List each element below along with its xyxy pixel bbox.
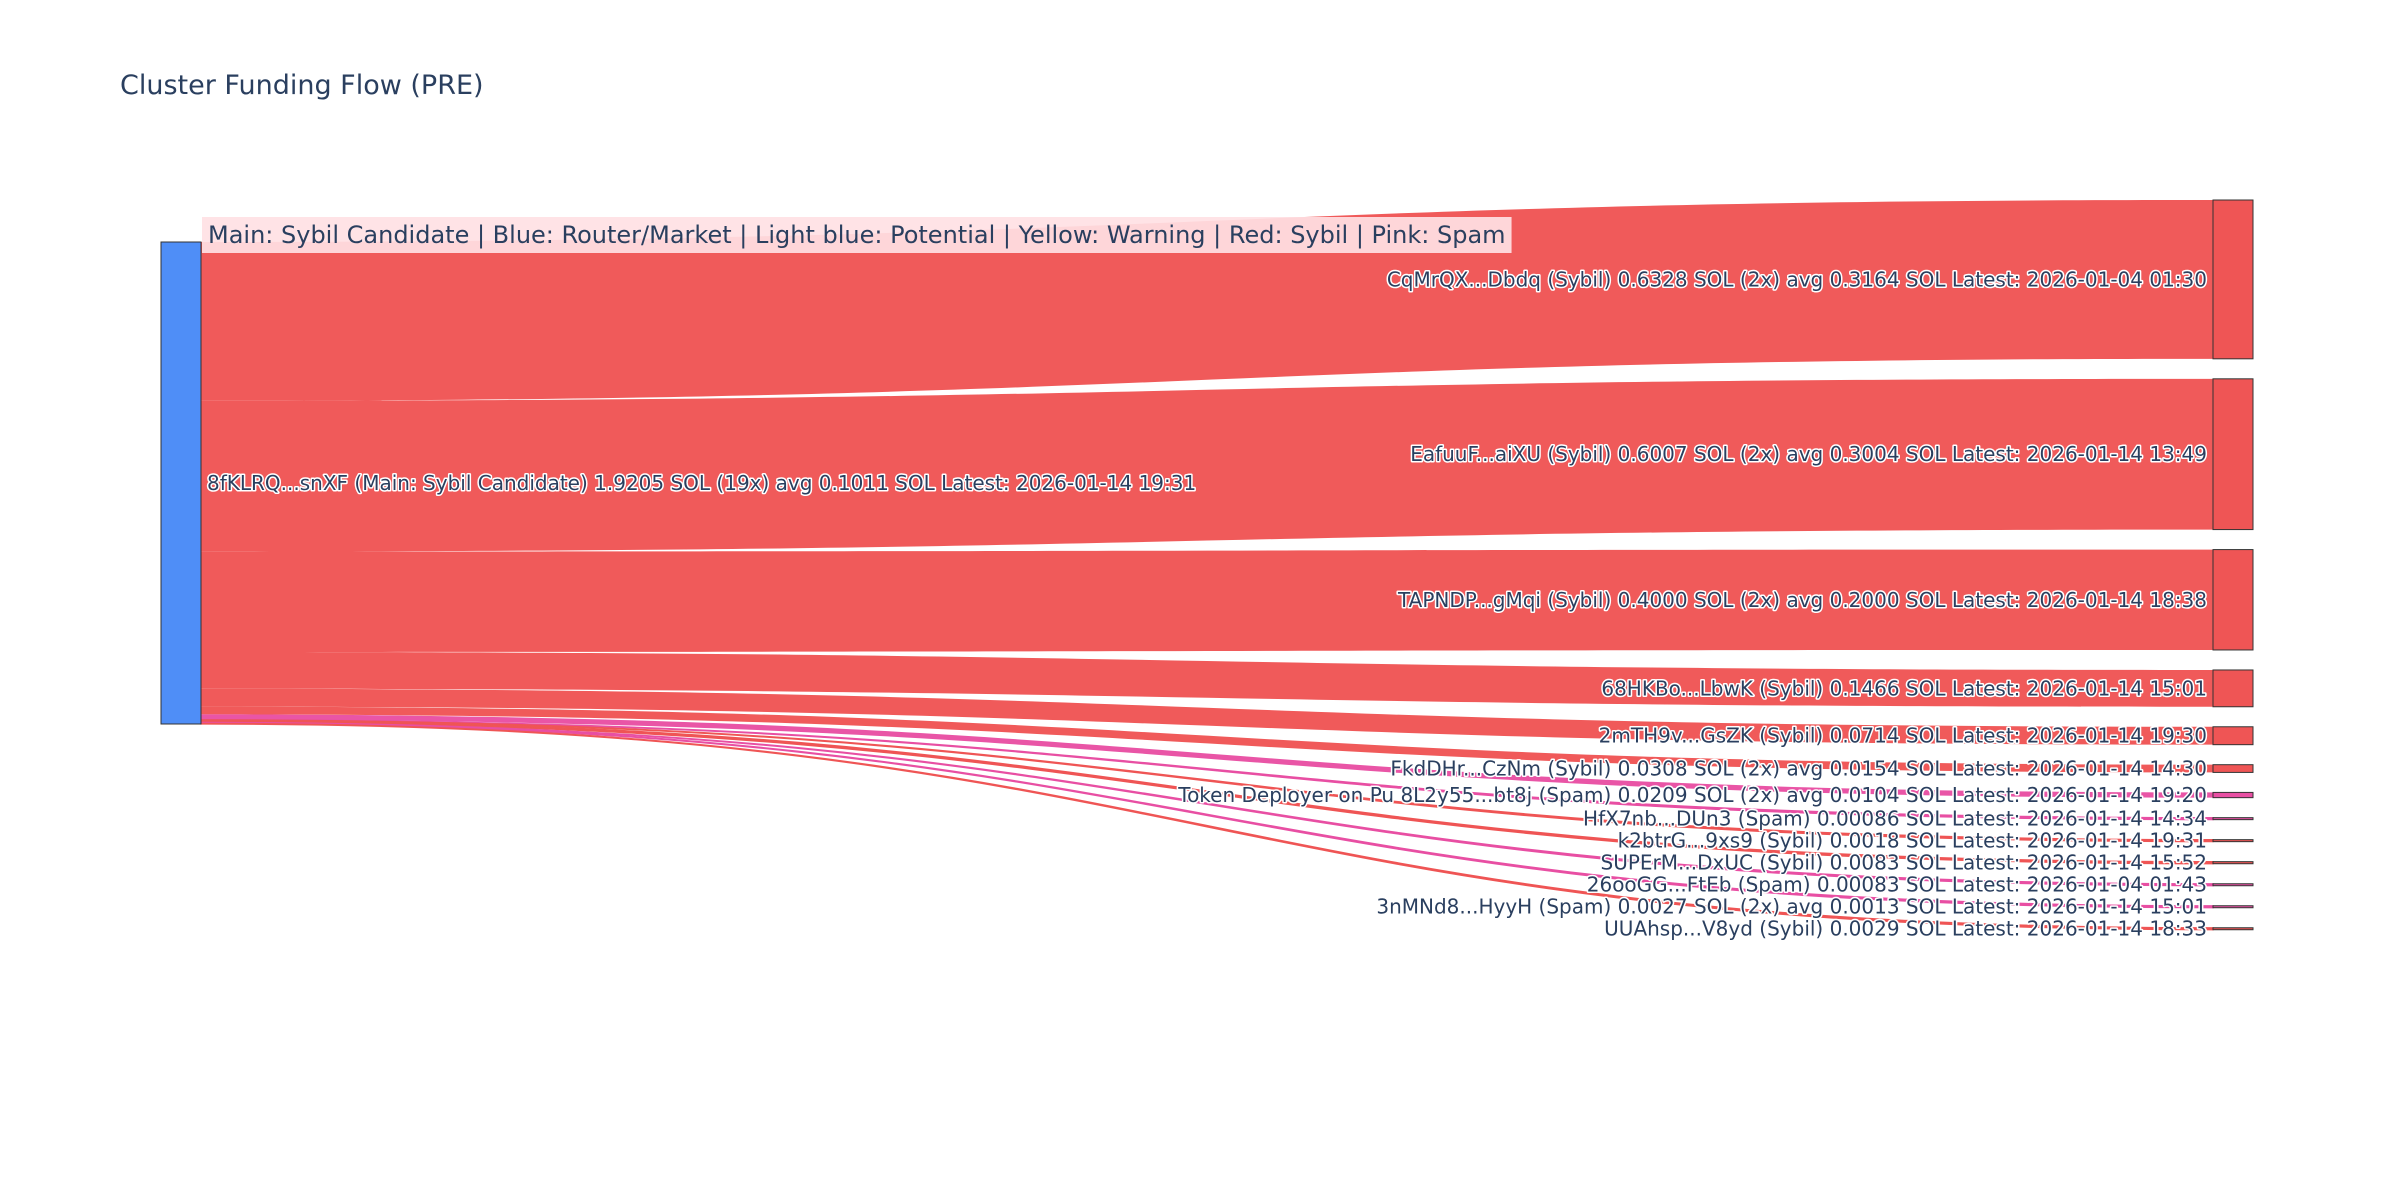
source-node[interactable]	[160, 241, 202, 725]
legend-background	[202, 217, 1512, 253]
target-node-label: 3nMNd8...HyyH (Spam) 0.0027 SOL (2x) avg…	[1376, 895, 2207, 919]
flow-link[interactable]	[201, 651, 2213, 707]
target-node[interactable]	[2212, 764, 2254, 773]
links-layer	[200, 200, 2214, 931]
source-node-label: 8fKLRQ...snXF (Main: Sybil Candidate) 1.…	[207, 471, 1196, 495]
target-node-label: EafuuF...aiXU (Sybil) 0.6007 SOL (2x) av…	[1410, 442, 2207, 466]
flow-link[interactable]	[201, 706, 2213, 773]
target-node[interactable]	[2212, 905, 2254, 909]
target-node[interactable]	[2212, 199, 2254, 360]
target-node[interactable]	[2212, 839, 2254, 843]
labels-layer: CqMrQX...Dbdq (Sybil) 0.6328 SOL (2x) av…	[206, 266, 2209, 942]
target-node[interactable]	[2212, 669, 2254, 708]
legend-text: Main: Sybil Candidate | Blue: Router/Mar…	[208, 221, 1506, 249]
target-node-label: TAPNDP...gMqi (Sybil) 0.4000 SOL (2x) av…	[1397, 588, 2207, 612]
flow-link[interactable]	[201, 378, 2213, 552]
target-node-label: Token Deployer on Pu 8L2y55...bt8j (Spam…	[1177, 783, 2207, 807]
nodes-layer	[160, 199, 2254, 931]
legend-box: Main: Sybil Candidate | Blue: Router/Mar…	[202, 217, 1512, 253]
flow-link[interactable]	[201, 688, 2213, 745]
target-node-label: 68HKBo...LbwK (Sybil) 0.1466 SOL Latest:…	[1601, 676, 2207, 700]
target-node-label: 2mTH9v...GsZK (Sybil) 0.0714 SOL Latest:…	[1599, 724, 2207, 748]
target-node-label: 26ooGG...FtEb (Spam) 0.00083 SOL Latest:…	[1587, 873, 2207, 897]
target-node[interactable]	[2212, 791, 2254, 799]
target-node[interactable]	[2212, 726, 2254, 746]
target-node-label: UUAhsp...V8yd (Sybil) 0.0029 SOL Latest:…	[1604, 917, 2207, 941]
target-node-label: SUPErM...DxUC (Sybil) 0.0083 SOL Latest:…	[1601, 851, 2207, 875]
target-node[interactable]	[2212, 817, 2254, 821]
flow-link[interactable]	[201, 714, 2213, 798]
target-node-label: CqMrQX...Dbdq (Sybil) 0.6328 SOL (2x) av…	[1387, 267, 2207, 291]
target-node[interactable]	[2212, 378, 2254, 531]
target-node[interactable]	[2212, 883, 2254, 887]
target-node-label: k2btrG...9xs9 (Sybil) 0.0018 SOL Latest:…	[1618, 829, 2207, 853]
target-node[interactable]	[2212, 549, 2254, 651]
target-node-label: FkdDHr...CzNm (Sybil) 0.0308 SOL (2x) av…	[1390, 757, 2207, 781]
target-node[interactable]	[2212, 927, 2254, 931]
flow-link[interactable]	[201, 549, 2213, 652]
chart-title: Cluster Funding Flow (PRE)	[120, 70, 484, 101]
target-node-label: HfX7nb...DUn3 (Spam) 0.00086 SOL Latest:…	[1583, 807, 2207, 831]
target-node[interactable]	[2212, 861, 2254, 865]
